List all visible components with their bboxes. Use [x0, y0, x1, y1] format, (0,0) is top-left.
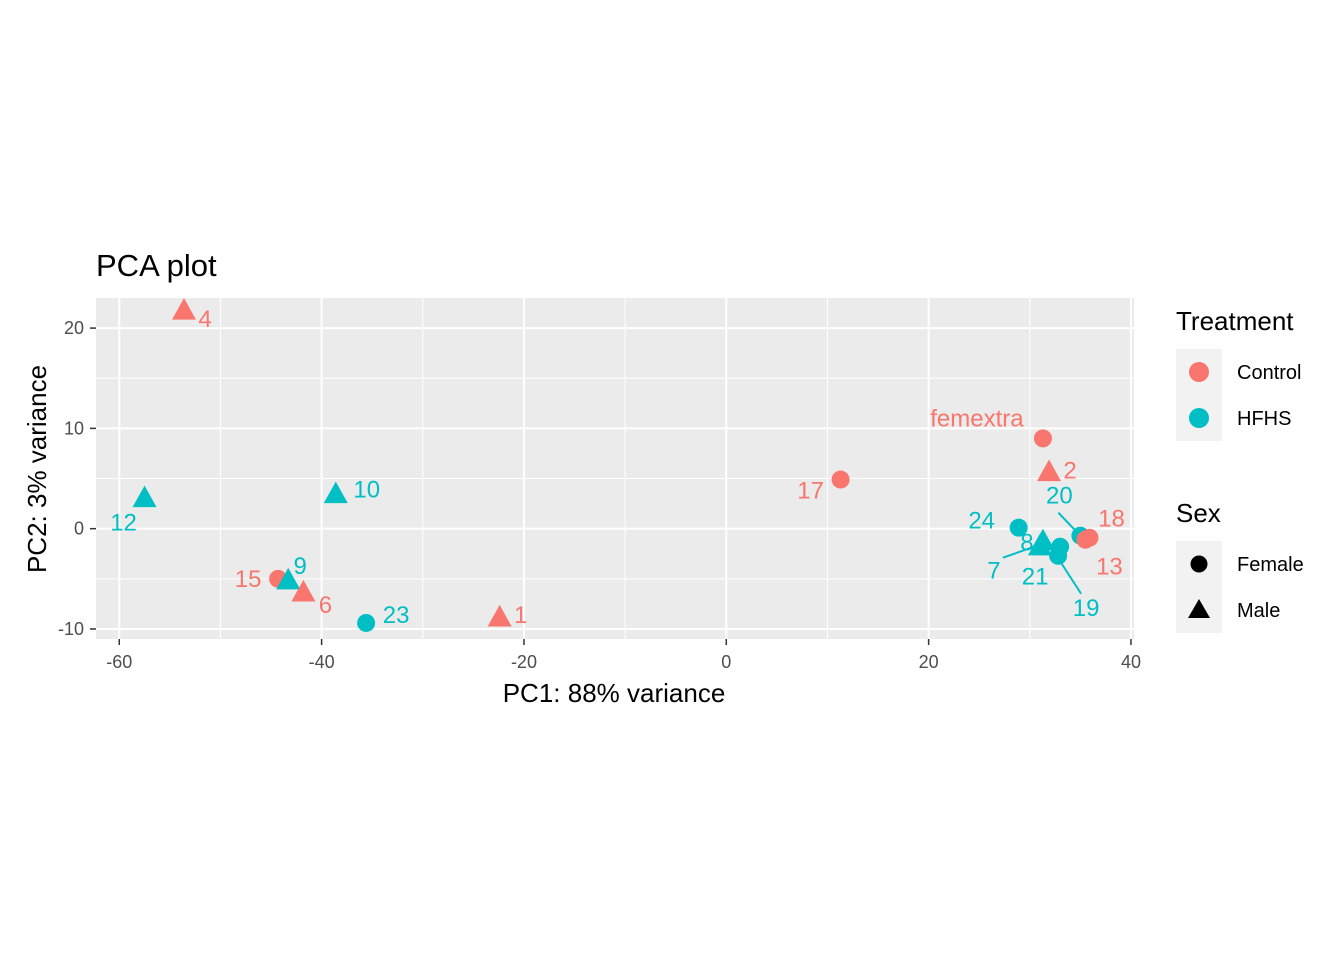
- point-label-9: 9: [294, 553, 307, 580]
- point-label-20: 20: [1046, 483, 1073, 510]
- legend-key-control: [1189, 362, 1209, 382]
- legend-label-control: Control: [1237, 362, 1301, 384]
- legend-key-male: [1188, 599, 1210, 618]
- y-axis: -10 0 10 20: [58, 318, 96, 639]
- legend-key-female: [1190, 555, 1208, 573]
- point-17: [831, 470, 850, 489]
- x-tick-label: -20: [511, 652, 537, 672]
- point-6: [291, 579, 316, 602]
- point-label-6: 6: [319, 592, 332, 619]
- point-label-8: 8: [1020, 530, 1033, 557]
- legend-label-hfhs: HFHS: [1237, 408, 1291, 430]
- x-axis: -60 -40 -20 0 20 40: [106, 639, 1141, 672]
- point-13: [1076, 530, 1095, 549]
- point-label-7: 7: [987, 558, 1000, 585]
- point-femextra: [1033, 429, 1052, 448]
- point-label-17: 17: [797, 478, 824, 505]
- point-19: [1049, 546, 1068, 565]
- point-label-1: 1: [514, 602, 527, 629]
- y-tick-label: 20: [64, 318, 84, 338]
- point-label-24: 24: [968, 508, 995, 535]
- point-label-19: 19: [1073, 595, 1100, 622]
- y-tick-label: -10: [58, 619, 84, 639]
- point-label-15: 15: [235, 566, 262, 593]
- point-label-2: 2: [1063, 458, 1076, 485]
- point-4: [172, 298, 197, 320]
- point-label-21: 21: [1022, 564, 1049, 591]
- point-label-4: 4: [198, 306, 211, 333]
- x-tick-label: 0: [721, 652, 731, 672]
- legend-label-male: Male: [1237, 600, 1280, 622]
- grid-major: [96, 298, 1134, 639]
- point-24: [1009, 518, 1028, 537]
- legend-treatment-title: Treatment: [1176, 306, 1294, 336]
- plot-panel: [96, 298, 1134, 639]
- point-label-10: 10: [353, 477, 380, 504]
- label-connector-7: [1002, 544, 1038, 559]
- point-label-femextra: femextra: [930, 405, 1024, 432]
- point-1: [487, 604, 512, 627]
- y-axis-title: PC2: 3% variance: [22, 365, 52, 573]
- chart-title: PCA plot: [96, 248, 217, 283]
- x-tick-label: 40: [1121, 652, 1141, 672]
- point-12: [132, 485, 157, 508]
- point-2: [1037, 459, 1062, 482]
- x-tick-label: -60: [106, 652, 132, 672]
- point-23: [357, 613, 376, 632]
- legend-key-hfhs: [1189, 408, 1209, 428]
- grid-minor: [96, 298, 1134, 639]
- point-9: [276, 567, 301, 590]
- point-label-23: 23: [383, 602, 410, 629]
- point-label-13: 13: [1096, 554, 1123, 581]
- point-label-12: 12: [110, 510, 137, 537]
- x-tick-label: 20: [919, 652, 939, 672]
- data-point-labels: 4 12 10 15 96 23 1 17 femextra 2 24 87 20 18 13 21 19: [110, 306, 1125, 629]
- x-axis-title: PC1: 88% variance: [503, 678, 726, 708]
- point-7: [1027, 533, 1052, 556]
- point-label-18: 18: [1098, 506, 1125, 533]
- y-tick-label: 0: [74, 519, 84, 539]
- legend-label-female: Female: [1237, 554, 1304, 576]
- label-connector-19: [1058, 559, 1082, 595]
- data-points: [132, 298, 1099, 632]
- legend: Treatment Control HFHS Sex Female Male: [1176, 306, 1304, 633]
- x-tick-label: -40: [309, 652, 335, 672]
- legend-sex-title: Sex: [1176, 498, 1221, 528]
- point-10: [323, 481, 348, 504]
- y-tick-label: 10: [64, 418, 84, 438]
